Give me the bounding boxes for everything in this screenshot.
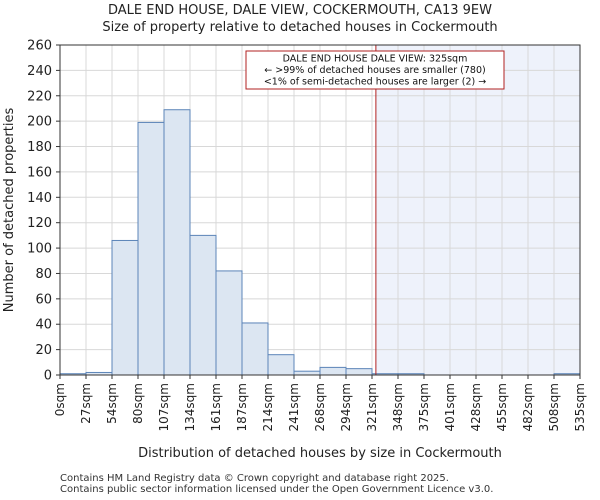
- annotation-line-2: ← >99% of detached houses are smaller (7…: [264, 65, 485, 76]
- annotation-line-3: <1% of semi-detached houses are larger (…: [264, 77, 486, 88]
- x-tick-label: 214sqm: [261, 383, 275, 431]
- x-axis-ticks: 0sqm 27sqm 54sqm 80sqm 107sqm 134sqm 161sqm 187…: [53, 375, 587, 431]
- x-tick-label: 161sqm: [209, 383, 223, 431]
- x-tick-label: 401sqm: [443, 383, 457, 431]
- x-tick-label: 321sqm: [365, 383, 379, 431]
- y-tick-label: 80: [35, 267, 52, 282]
- y-tick-label: 240: [27, 64, 52, 79]
- y-tick-label: 140: [27, 191, 52, 206]
- bars: [59, 109, 581, 376]
- y-tick-label: 220: [27, 89, 52, 104]
- histogram-bar-294sqm: [345, 368, 373, 376]
- histogram-bar-161sqm: [215, 270, 243, 376]
- footer-copyright: Contains HM Land Registry data © Crown c…: [60, 473, 449, 484]
- histogram-bar-54sqm: [111, 239, 139, 376]
- x-tick-label: 348sqm: [391, 383, 405, 431]
- y-tick-label: 120: [27, 216, 52, 231]
- x-tick-label: 375sqm: [417, 383, 431, 431]
- x-tick-label: 27sqm: [79, 383, 93, 424]
- x-tick-label: 482sqm: [521, 383, 535, 431]
- y-tick-label: 200: [27, 115, 52, 130]
- x-tick-label: 268sqm: [313, 383, 327, 431]
- y-axis-ticks: 0 20 40 60 80 100 120 140 160 180 200 220 240 260: [27, 39, 60, 384]
- x-tick-label: 0sqm: [53, 383, 67, 416]
- histogram-bar-214sqm: [267, 354, 295, 376]
- y-tick-label: 260: [27, 39, 52, 54]
- x-axis-label: Distribution of detached houses by size …: [138, 446, 502, 461]
- x-tick-label: 428sqm: [469, 383, 483, 431]
- x-tick-label: 187sqm: [235, 383, 249, 431]
- footer-licence: Contains public sector information licen…: [60, 484, 494, 495]
- histogram-bar-268sqm: [319, 366, 347, 376]
- chart-subtitle: Size of property relative to detached ho…: [102, 20, 498, 35]
- x-tick-label: 80sqm: [131, 383, 145, 424]
- histogram-bar-187sqm: [241, 322, 269, 376]
- y-tick-label: 60: [35, 292, 52, 307]
- x-tick-label: 508sqm: [547, 383, 561, 431]
- x-tick-label: 535sqm: [573, 383, 587, 431]
- histogram-bar-80sqm: [137, 121, 165, 376]
- x-tick-label: 455sqm: [495, 383, 509, 431]
- annotation-line-1: DALE END HOUSE DALE VIEW: 325sqm: [283, 54, 468, 65]
- larger-region-shade: [375, 45, 580, 375]
- x-tick-label: 134sqm: [183, 383, 197, 431]
- histogram-bar-107sqm: [163, 109, 191, 376]
- y-tick-label: 180: [27, 140, 52, 155]
- histogram-bar-241sqm: [293, 370, 321, 376]
- chart-title: DALE END HOUSE, DALE VIEW, COCKERMOUTH, …: [107, 3, 492, 18]
- x-tick-label: 54sqm: [105, 383, 119, 424]
- x-tick-label: 241sqm: [287, 383, 301, 431]
- y-axis-label: Number of detached properties: [2, 108, 17, 313]
- histogram-bar-134sqm: [189, 234, 217, 376]
- y-tick-label: 40: [35, 318, 52, 333]
- y-tick-label: 0: [44, 369, 52, 384]
- y-tick-label: 100: [27, 242, 52, 257]
- y-tick-label: 160: [27, 165, 52, 180]
- x-tick-label: 294sqm: [339, 383, 353, 431]
- annotation-frame: [245, 50, 505, 90]
- y-tick-label: 20: [35, 343, 52, 358]
- annotation-box: DALE END HOUSE DALE VIEW: 325sqm ← >99% …: [245, 50, 505, 90]
- x-tick-label: 107sqm: [157, 383, 171, 431]
